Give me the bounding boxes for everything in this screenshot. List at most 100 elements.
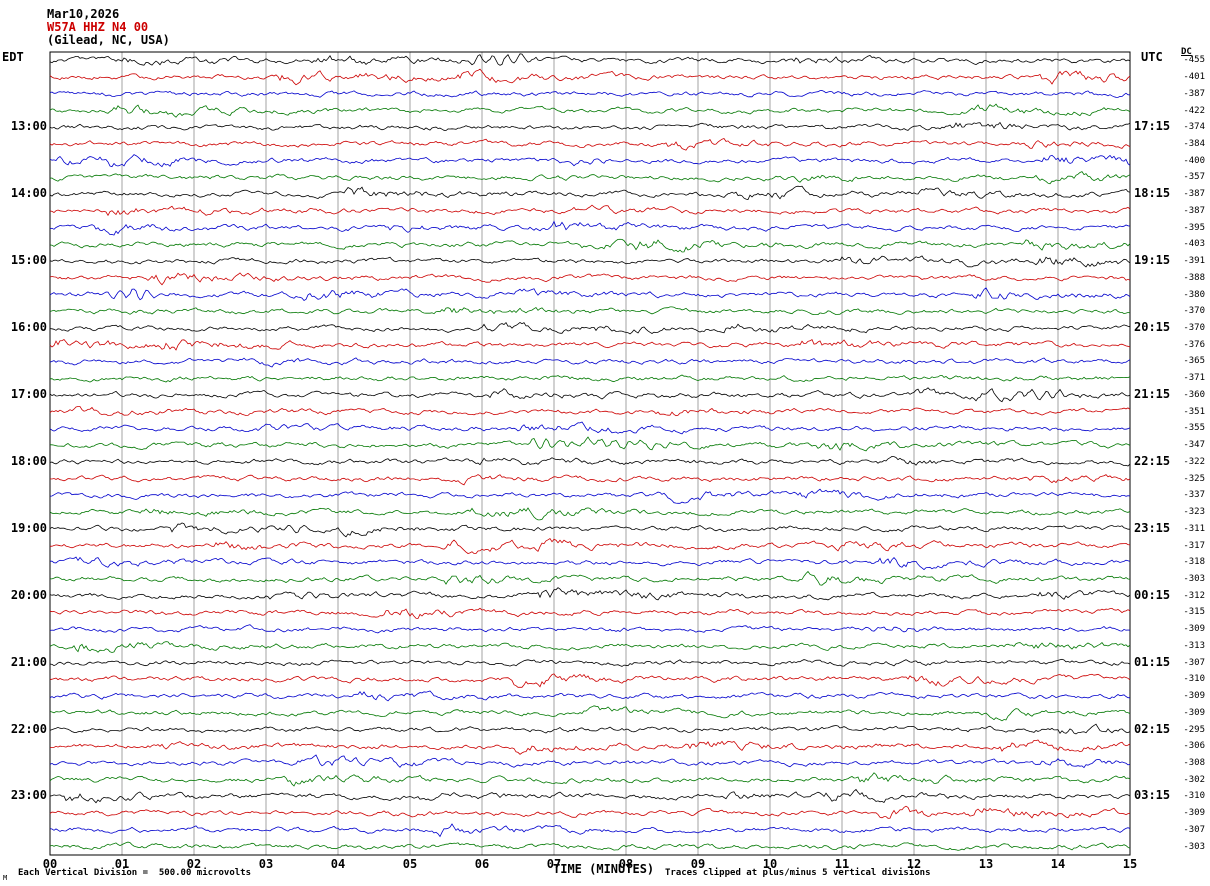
x-tick-label: 06	[474, 857, 490, 871]
dc-offset-value: -395	[1183, 222, 1205, 233]
right-hour-label: 01:15	[1134, 654, 1171, 669]
dc-offset-value: -315	[1183, 607, 1205, 618]
footer-scale-note: Each Vertical Division = 500.00 microvol…	[18, 868, 251, 878]
dc-offset-value: -374	[1183, 122, 1205, 133]
trace-row-2	[49, 90, 1131, 98]
trace-row-3	[49, 103, 1131, 118]
trace-row-6	[49, 154, 1131, 168]
trace-row-16	[49, 321, 1131, 335]
right-hour-label: 22:15	[1134, 453, 1171, 468]
dc-offset-value: -309	[1183, 624, 1205, 635]
dc-offset-value: -307	[1183, 824, 1205, 835]
trace-row-36	[49, 658, 1131, 667]
dc-offset-value: -337	[1183, 490, 1205, 501]
dc-offset-value: -357	[1183, 172, 1205, 183]
dc-offset-value: -309	[1183, 707, 1205, 718]
trace-row-44	[49, 788, 1131, 804]
dc-offset-value: -422	[1183, 105, 1205, 116]
trace-row-33	[49, 607, 1131, 619]
dc-offset-value: -308	[1183, 757, 1205, 768]
left-hour-label: 21:00	[10, 654, 47, 669]
dc-offset-value: -455	[1183, 55, 1205, 66]
trace-row-40	[49, 723, 1131, 735]
x-tick-label: 02	[186, 857, 202, 871]
trace-row-21	[49, 406, 1131, 417]
dc-offset-value: -365	[1183, 356, 1205, 367]
dc-offset-value: -309	[1183, 808, 1205, 819]
x-tick-label: 15	[1122, 857, 1138, 871]
left-hour-label: 15:00	[10, 253, 47, 268]
dc-offset-value: -391	[1183, 256, 1205, 267]
plot-border	[49, 51, 1131, 856]
dc-offset-value: -387	[1183, 205, 1205, 216]
right-timezone-label: UTC	[1141, 50, 1163, 64]
x-axis-title: TIME (MINUTES)	[553, 862, 655, 876]
trace-row-27	[49, 507, 1131, 521]
dc-offset-value: -355	[1183, 423, 1205, 434]
trace-row-5	[49, 138, 1131, 151]
dc-offset-value: -317	[1183, 540, 1205, 551]
dc-offset-value: -310	[1183, 791, 1205, 802]
right-hour-label: 00:15	[1134, 587, 1171, 602]
left-hour-label: 22:00	[10, 721, 47, 736]
dc-offset-value: -302	[1183, 774, 1205, 785]
x-tick-label: 04	[330, 857, 346, 871]
dc-offset-value: -370	[1183, 323, 1205, 334]
dc-offset-value: -403	[1183, 239, 1205, 250]
trace-row-11	[49, 238, 1131, 253]
trace-row-17	[49, 338, 1131, 351]
x-tick-label: 09	[690, 857, 706, 871]
trace-row-25	[49, 474, 1131, 486]
x-tick-label: 00	[42, 857, 58, 871]
trace-row-9	[49, 204, 1131, 217]
trace-row-14	[49, 287, 1131, 302]
trace-row-0	[49, 53, 1131, 66]
dc-offset-value: -376	[1183, 339, 1205, 350]
dc-offset-value: -387	[1183, 189, 1205, 200]
dc-offset-value: -351	[1183, 406, 1205, 417]
trace-row-39	[49, 705, 1131, 722]
dc-offset-value: -309	[1183, 691, 1205, 702]
trace-row-28	[49, 522, 1130, 538]
corner-mark: M	[3, 874, 8, 882]
left-hour-label: 16:00	[10, 320, 47, 335]
title-date: Mar10,2026	[47, 7, 120, 21]
trace-row-45	[49, 805, 1131, 819]
trace-row-23	[50, 436, 1131, 452]
trace-row-1	[49, 68, 1131, 86]
dc-offset-value: -310	[1183, 674, 1205, 685]
trace-row-46	[49, 823, 1131, 838]
x-tick-label: 13	[978, 857, 994, 871]
dc-offset-value: -384	[1183, 139, 1205, 149]
dc-offset-value: -322	[1183, 456, 1205, 467]
left-hour-label: 14:00	[10, 186, 47, 201]
right-hour-label: 03:15	[1134, 788, 1171, 803]
dc-offset-value: -325	[1183, 473, 1205, 484]
right-hour-label: 02:15	[1134, 721, 1171, 736]
dc-offset-value: -318	[1183, 557, 1205, 568]
left-hour-label: 20:00	[10, 587, 47, 602]
x-tick-label: 07	[546, 857, 562, 871]
trace-row-42	[49, 754, 1131, 769]
x-tick-label: 08	[618, 857, 634, 871]
trace-row-22	[49, 421, 1131, 435]
dc-offset-value: -311	[1183, 523, 1205, 534]
trace-row-31	[49, 570, 1131, 586]
dc-column-header: DC	[1181, 47, 1192, 57]
trace-row-10	[49, 220, 1131, 236]
trace-row-32	[49, 587, 1131, 601]
trace-row-26	[49, 488, 1131, 504]
title-station: W57A HHZ N4 00	[47, 20, 149, 34]
x-tick-label: 01	[114, 857, 130, 871]
left-hour-label: 17:00	[10, 386, 47, 401]
trace-row-7	[49, 171, 1131, 185]
dc-offset-value: -312	[1183, 590, 1205, 601]
left-hour-label: 13:00	[10, 119, 47, 134]
trace-row-19	[49, 374, 1131, 383]
trace-row-24	[49, 455, 1131, 467]
trace-row-34	[49, 624, 1131, 634]
x-tick-label: 11	[834, 857, 850, 871]
left-timezone-label: EDT	[2, 50, 24, 64]
footer-clip-note: Traces clipped at plus/minus 5 vertical …	[665, 868, 931, 878]
